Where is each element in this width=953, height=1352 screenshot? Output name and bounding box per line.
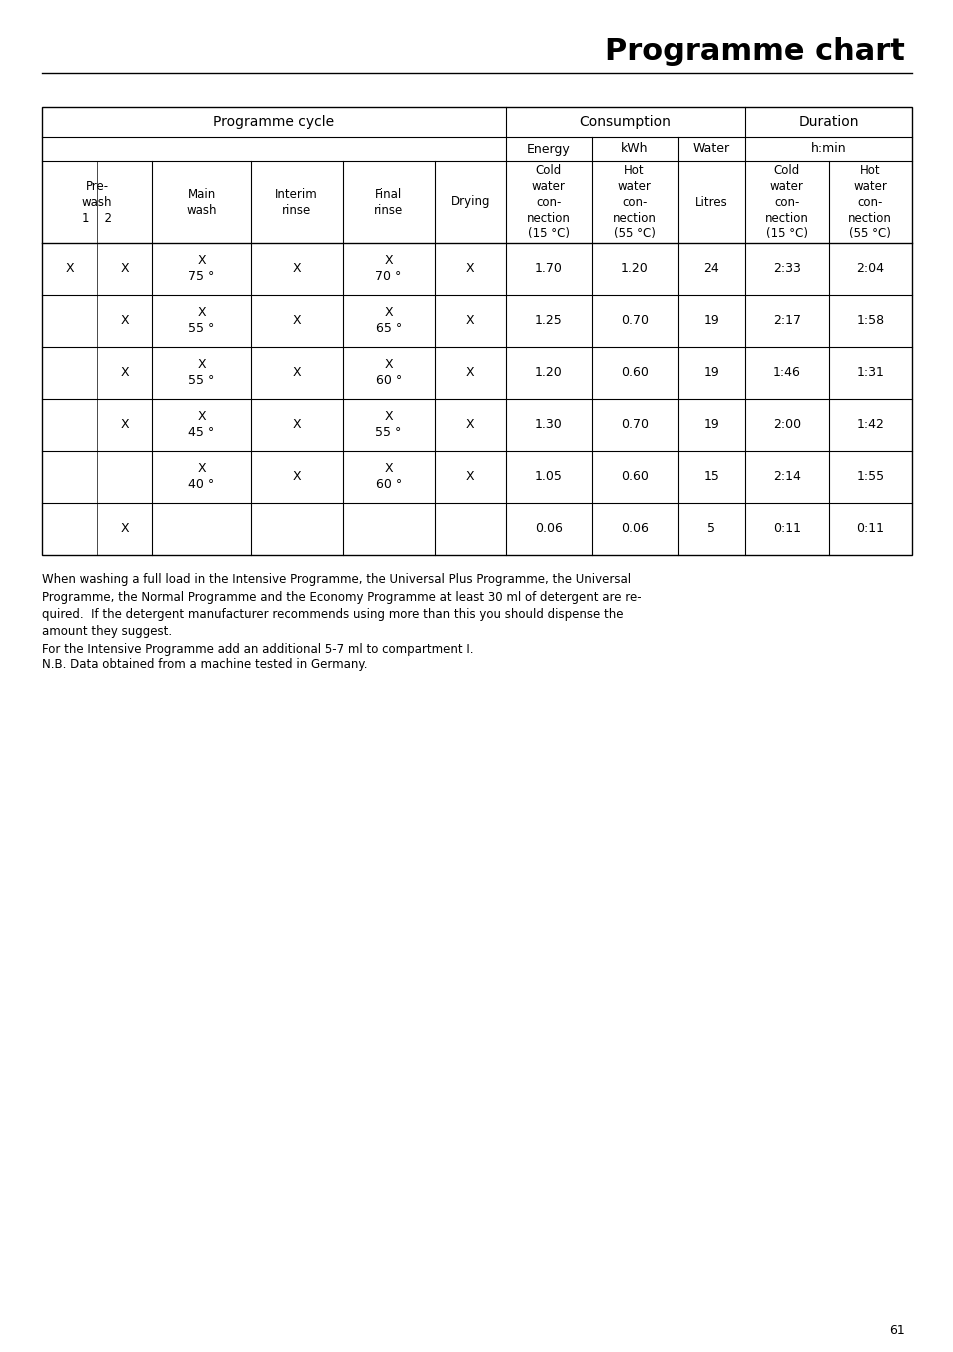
- Text: 0:11: 0:11: [856, 522, 883, 535]
- Text: When washing a full load in the Intensive Programme, the Universal Plus Programm: When washing a full load in the Intensiv…: [42, 573, 641, 656]
- Text: X: X: [465, 315, 474, 327]
- Text: X
65 °: X 65 °: [375, 307, 401, 335]
- Text: Final
rinse: Final rinse: [374, 188, 403, 216]
- Text: Drying: Drying: [450, 196, 490, 208]
- Text: 2:17: 2:17: [772, 315, 800, 327]
- Text: N.B. Data obtained from a machine tested in Germany.: N.B. Data obtained from a machine tested…: [42, 658, 367, 671]
- Text: X: X: [292, 470, 300, 484]
- Text: 0.06: 0.06: [535, 522, 562, 535]
- Text: 1:31: 1:31: [856, 366, 883, 380]
- Text: X: X: [292, 262, 300, 276]
- Text: 24: 24: [702, 262, 719, 276]
- Text: Hot
water
con-
nection
(55 °C): Hot water con- nection (55 °C): [847, 164, 891, 241]
- Text: X: X: [120, 522, 129, 535]
- Text: X: X: [465, 419, 474, 431]
- Text: X: X: [65, 262, 73, 276]
- Text: Cold
water
con-
nection
(15 °C): Cold water con- nection (15 °C): [764, 164, 808, 241]
- Text: X
60 °: X 60 °: [375, 462, 401, 492]
- Text: 2:14: 2:14: [772, 470, 800, 484]
- Text: 61: 61: [888, 1324, 904, 1337]
- Text: 1:42: 1:42: [856, 419, 883, 431]
- Text: 1:58: 1:58: [856, 315, 883, 327]
- Text: 0.06: 0.06: [620, 522, 648, 535]
- Text: h:min: h:min: [810, 142, 845, 155]
- Text: 5: 5: [706, 522, 715, 535]
- Text: X: X: [120, 419, 129, 431]
- Text: 19: 19: [702, 366, 719, 380]
- Text: X
70 °: X 70 °: [375, 254, 401, 284]
- Text: Water: Water: [692, 142, 729, 155]
- Text: Main
wash: Main wash: [186, 188, 216, 216]
- Text: X: X: [292, 366, 300, 380]
- Text: Consumption: Consumption: [578, 115, 671, 128]
- Text: X
75 °: X 75 °: [188, 254, 214, 284]
- Text: X: X: [465, 470, 474, 484]
- Text: X
55 °: X 55 °: [188, 358, 214, 388]
- Text: 0.60: 0.60: [620, 470, 648, 484]
- Text: 2:00: 2:00: [772, 419, 801, 431]
- Text: X: X: [120, 366, 129, 380]
- Text: X: X: [120, 315, 129, 327]
- Text: X: X: [292, 419, 300, 431]
- Text: X: X: [465, 262, 474, 276]
- Text: 0:11: 0:11: [772, 522, 800, 535]
- Text: Energy: Energy: [526, 142, 570, 155]
- Text: 19: 19: [702, 315, 719, 327]
- Text: 0.70: 0.70: [620, 315, 648, 327]
- Text: kWh: kWh: [620, 142, 648, 155]
- Text: 15: 15: [702, 470, 719, 484]
- Text: X
60 °: X 60 °: [375, 358, 401, 388]
- Text: 1.20: 1.20: [535, 366, 562, 380]
- Text: 1.25: 1.25: [535, 315, 562, 327]
- Text: 1.20: 1.20: [620, 262, 648, 276]
- Text: Duration: Duration: [798, 115, 858, 128]
- Text: 2:33: 2:33: [772, 262, 800, 276]
- Text: X: X: [120, 262, 129, 276]
- Text: 0.70: 0.70: [620, 419, 648, 431]
- Text: 1.05: 1.05: [535, 470, 562, 484]
- Text: 1:55: 1:55: [856, 470, 883, 484]
- Text: 1.70: 1.70: [535, 262, 562, 276]
- Text: X
55 °: X 55 °: [375, 411, 401, 439]
- Text: 0.60: 0.60: [620, 366, 648, 380]
- Text: 2:04: 2:04: [856, 262, 883, 276]
- Text: Litres: Litres: [695, 196, 727, 208]
- Text: 19: 19: [702, 419, 719, 431]
- Text: 1:46: 1:46: [772, 366, 800, 380]
- Text: X: X: [465, 366, 474, 380]
- Text: Programme cycle: Programme cycle: [213, 115, 335, 128]
- Text: X: X: [292, 315, 300, 327]
- Text: X
55 °: X 55 °: [188, 307, 214, 335]
- Text: Pre-
wash
1    2: Pre- wash 1 2: [82, 180, 112, 224]
- Bar: [42, 107, 911, 556]
- Text: Hot
water
con-
nection
(55 °C): Hot water con- nection (55 °C): [612, 164, 656, 241]
- Text: X
45 °: X 45 °: [188, 411, 214, 439]
- Text: Cold
water
con-
nection
(15 °C): Cold water con- nection (15 °C): [526, 164, 570, 241]
- Text: X
40 °: X 40 °: [188, 462, 214, 492]
- Text: Programme chart: Programme chart: [604, 38, 904, 66]
- Text: 1.30: 1.30: [535, 419, 562, 431]
- Text: Interim
rinse: Interim rinse: [275, 188, 317, 216]
